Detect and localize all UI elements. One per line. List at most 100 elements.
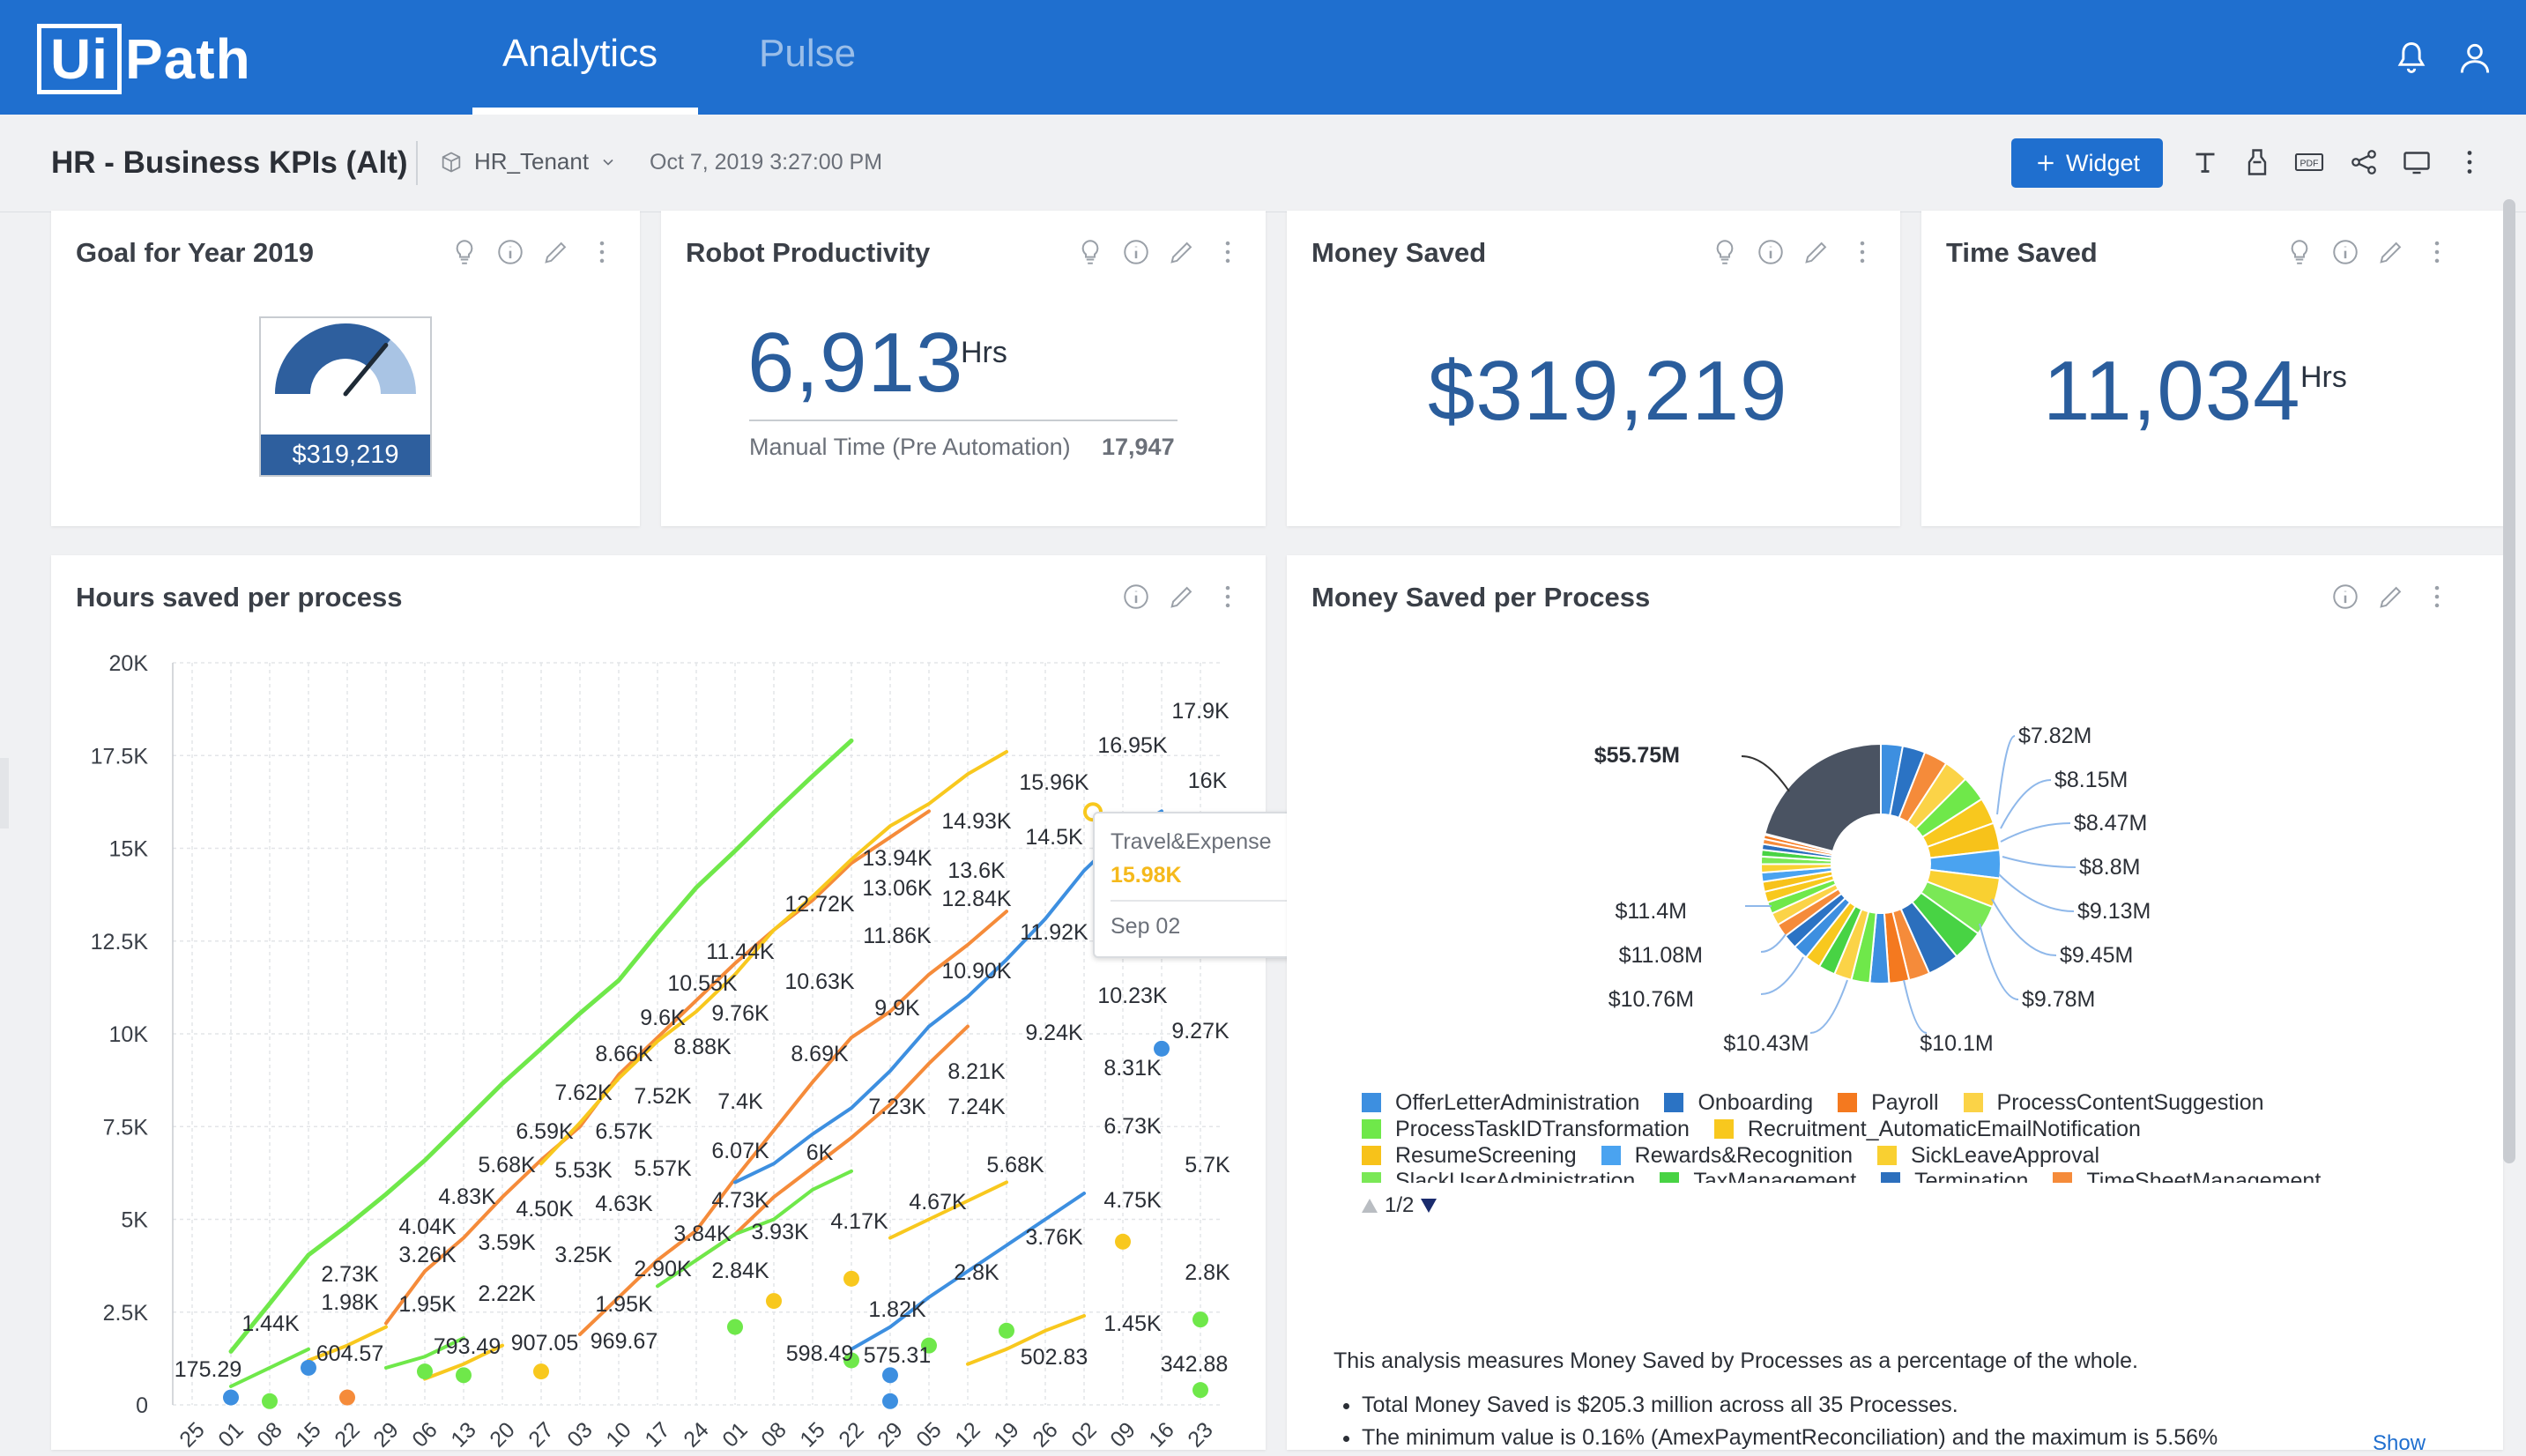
process-series-line[interactable] [733, 809, 1163, 1185]
tab-analytics[interactable]: Analytics [502, 32, 658, 75]
legend-item[interactable]: SickLeaveApproval [1877, 1143, 2099, 1169]
info-icon[interactable] [1121, 237, 1151, 267]
share-icon[interactable] [2348, 146, 2380, 178]
process-series-line[interactable] [384, 809, 931, 1326]
data-point[interactable] [921, 1337, 937, 1354]
side-panel-handle[interactable] [0, 758, 9, 828]
process-series-line[interactable] [384, 1336, 465, 1370]
lightbulb-icon[interactable] [449, 237, 479, 267]
tenant-selector[interactable]: HR_Tenant [439, 148, 617, 175]
data-label: 3.25K [554, 1243, 613, 1267]
data-point[interactable] [727, 1319, 743, 1335]
main-series-line[interactable] [228, 738, 854, 1354]
data-point[interactable] [456, 1367, 472, 1384]
process-series-line[interactable] [966, 1314, 1086, 1366]
legend-item[interactable]: Recruitment_AutomaticEmailNotification [1713, 1117, 2141, 1142]
more-vertical-icon[interactable] [1847, 237, 1877, 267]
page-scrollbar[interactable] [2503, 199, 2515, 1163]
data-point[interactable] [882, 1367, 898, 1384]
data-label: 4.67K [909, 1190, 967, 1215]
legend-item[interactable]: Rewards&Recognition [1601, 1143, 1853, 1169]
process-series-line[interactable] [229, 1347, 310, 1388]
add-widget-button[interactable]: Widget [2011, 138, 2163, 188]
data-point[interactable] [1192, 1311, 1208, 1328]
process-series-line[interactable] [578, 910, 1008, 1336]
data-point[interactable] [1154, 1040, 1170, 1057]
more-vertical-icon[interactable] [1213, 582, 1243, 612]
legend-item[interactable]: Termination [1881, 1169, 2028, 1183]
show-more-link[interactable]: Show [2373, 1431, 2426, 1455]
edit-icon[interactable] [2376, 582, 2406, 612]
more-vertical-icon[interactable] [587, 237, 617, 267]
process-series-line[interactable] [656, 1169, 853, 1289]
data-label: 5.7K [1185, 1153, 1230, 1177]
info-icon[interactable] [1121, 582, 1151, 612]
info-icon[interactable] [495, 237, 525, 267]
process-series-line[interactable] [695, 1024, 970, 1262]
data-point[interactable] [766, 1293, 782, 1310]
data-point[interactable] [533, 1363, 549, 1380]
process-series-line[interactable] [850, 1192, 1086, 1351]
data-point[interactable] [999, 1322, 1014, 1339]
legend-item[interactable]: Payroll [1838, 1090, 1939, 1116]
edit-icon[interactable] [1167, 237, 1197, 267]
legend-pager[interactable]: 1/2 [1360, 1193, 1438, 1218]
bell-icon[interactable] [2392, 39, 2431, 78]
goal-card: Goal for Year 2019 $319,219 [51, 211, 640, 526]
data-point[interactable] [223, 1389, 239, 1406]
legend-item[interactable]: ProcessContentSuggestion [1963, 1090, 2264, 1116]
info-icon[interactable] [1756, 237, 1786, 267]
triangle-up-icon[interactable] [1360, 1197, 1379, 1215]
more-vertical-icon[interactable] [1213, 237, 1243, 267]
legend-item[interactable]: OfferLetterAdministration [1362, 1090, 1639, 1116]
donut-slice[interactable] [1764, 742, 1882, 853]
lightbulb-icon[interactable] [1075, 237, 1105, 267]
pdf-icon[interactable]: PDF [2293, 146, 2325, 178]
edit-icon[interactable] [1802, 237, 1831, 267]
legend-item[interactable]: SlackUserAdministration [1362, 1169, 1635, 1183]
leader-line [2000, 822, 2071, 843]
more-vertical-icon[interactable] [2422, 582, 2452, 612]
data-point[interactable] [417, 1363, 433, 1380]
lightbulb-icon[interactable] [1710, 237, 1740, 267]
lightbulb-icon[interactable] [2285, 237, 2314, 267]
data-point[interactable] [301, 1359, 316, 1376]
edit-icon[interactable] [1167, 582, 1197, 612]
process-series-line[interactable] [307, 1325, 388, 1363]
data-label: 2.84K [711, 1259, 769, 1283]
data-point[interactable] [339, 1389, 355, 1406]
data-point[interactable] [1115, 1233, 1131, 1250]
data-label: 4.73K [711, 1188, 769, 1213]
text-icon[interactable] [2189, 146, 2221, 178]
data-point[interactable] [843, 1270, 859, 1287]
edit-icon[interactable] [2376, 237, 2406, 267]
legend-item[interactable]: TaxManagement [1660, 1169, 1856, 1183]
monitor-icon[interactable] [2401, 146, 2433, 178]
more-vertical-icon[interactable] [2422, 237, 2452, 267]
process-series-line[interactable] [423, 1343, 504, 1381]
process-series-line[interactable] [539, 750, 1008, 1166]
filter-icon[interactable] [2241, 146, 2273, 178]
more-vertical-icon[interactable] [2454, 146, 2485, 178]
info-icon[interactable] [2330, 582, 2360, 612]
process-series-line[interactable] [888, 1180, 1008, 1240]
legend-item[interactable]: TimeSheetManagement [2053, 1169, 2321, 1183]
edit-icon[interactable] [541, 237, 571, 267]
data-point[interactable] [262, 1393, 278, 1409]
legend-item[interactable]: ProcessTaskIDTransformation [1362, 1117, 1690, 1142]
time-saved-unit: Hrs [2300, 360, 2347, 394]
legend-item[interactable]: ResumeScreening [1362, 1143, 1577, 1169]
legend-item[interactable]: Onboarding [1664, 1090, 1813, 1116]
data-point[interactable] [882, 1393, 898, 1409]
data-point[interactable] [1192, 1382, 1208, 1399]
triangle-down-icon[interactable] [1419, 1197, 1438, 1215]
leader-line [1996, 735, 2016, 815]
info-icon[interactable] [2330, 237, 2360, 267]
user-icon[interactable] [2455, 39, 2494, 78]
data-point[interactable] [843, 1352, 859, 1369]
card-title: Time Saved [1946, 237, 2098, 268]
tab-pulse[interactable]: Pulse [759, 32, 857, 75]
uipath-logo[interactable]: Ui Path [37, 23, 251, 95]
